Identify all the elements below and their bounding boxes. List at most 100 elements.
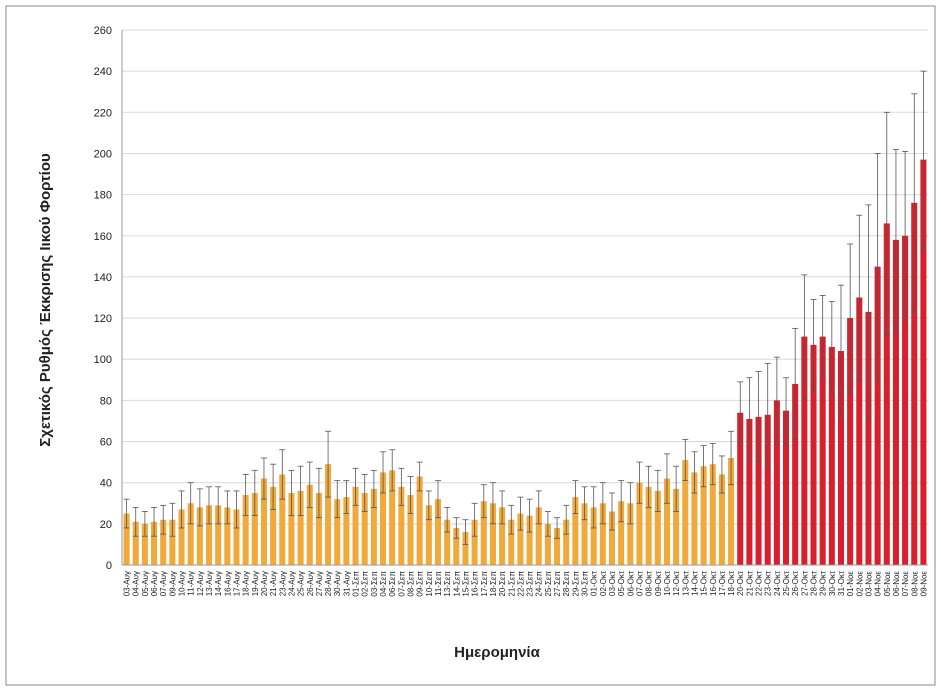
bar [654,490,661,565]
bar [819,336,826,565]
x-tick-label: 02-Νοε [855,571,864,597]
y-tick-label: 60 [100,437,112,449]
x-tick-label: 21-Σεπ [507,571,516,597]
error-bar [911,93,918,313]
bar [508,519,515,565]
x-tick-label: 20-Οκτ [736,570,745,596]
error-bar [315,467,322,519]
bar [618,501,625,565]
bar [407,495,414,565]
bar [242,495,249,565]
x-tick-label: 27-Σεπ [553,571,562,597]
x-tick-label: 17-Αυγ [232,571,241,596]
error-bar [178,490,185,529]
y-tick-label: 160 [94,231,112,243]
error-bar [883,111,890,335]
error-bar [682,439,689,482]
x-tick-label: 07-Νοε [901,571,910,597]
x-tick-label: 21-Οκτ [745,570,754,596]
x-tick-label: 26-Αυγ [306,571,315,596]
x-tick-label: 12-Οκτ [672,570,681,596]
bar [434,499,442,565]
x-tick-label: 20-Αυγ [260,571,269,596]
x-axis-label: Ημερομηνία [454,644,540,661]
error-bar [325,430,332,498]
bar [581,503,588,565]
error-bar [169,502,176,537]
error-bar [499,490,506,525]
error-bar [792,327,799,440]
x-tick-label: 15-Σεπ [461,571,470,597]
bar [773,400,780,565]
error-bar [590,486,597,529]
x-tick-label: 23-Οκτ [764,570,773,596]
error-bar [581,486,588,521]
error-bar [306,461,313,508]
bar [416,476,423,565]
bar [260,478,267,565]
x-tick-label: 08-Σεπ [407,571,416,597]
y-axis-label: Σχετικός Ρυθμός Έκκρισης Ιικού Φορτίου [37,153,54,447]
error-bar [279,449,286,500]
x-tick-label: 09-Αυγ [168,571,177,596]
bar [755,416,762,565]
error-bar [224,490,231,525]
error-bar [874,153,881,381]
error-bar [764,362,771,467]
bar [663,478,670,565]
error-bar [196,488,203,527]
error-bar [636,461,643,504]
bar [856,297,863,565]
error-bar [352,467,359,506]
bar [169,519,176,565]
bar [453,527,460,565]
x-tick-label: 28-Οκτ [810,570,819,596]
y-tick-label: 20 [100,519,112,531]
x-tick-label: 14-Αυγ [214,571,223,596]
error-bar [773,356,780,444]
bar [718,474,725,565]
error-bar [508,504,515,535]
x-tick-label: 19-Αυγ [251,571,260,596]
bar [599,503,606,565]
error-bar [453,517,460,539]
y-tick-label: 40 [100,478,112,490]
bar [123,513,130,565]
error-bar [370,469,377,508]
bar [196,507,203,565]
error-bar [132,506,139,537]
x-tick-label: 18-Αυγ [242,571,251,596]
x-tick-label: 08-Νοε [910,571,919,597]
x-tick-label: 03-Αυγ [123,571,132,596]
bar [590,507,597,565]
bar [627,503,634,565]
error-bar [123,498,130,529]
bar [325,464,332,565]
error-bar [755,371,762,463]
bar [288,492,295,565]
bar [828,346,835,565]
error-bar [892,148,899,331]
x-tick-label: 29-Οκτ [819,570,828,596]
x-tick-label: 06-Αυγ [150,571,159,596]
bar [297,490,304,565]
bar [645,486,652,565]
x-tick-label: 25-Οκτ [782,570,791,596]
x-tick-label: 01-Νοε [846,571,855,597]
error-bar [627,482,634,525]
error-bar [572,480,579,514]
x-tick-label: 24-Αυγ [287,571,296,596]
x-tick-label: 16-Αυγ [223,571,232,596]
error-bar [288,469,295,517]
x-tick-label: 02-Σεπ [361,571,370,597]
bar [306,484,313,565]
error-bar [645,465,652,508]
error-bar [251,469,258,517]
bar [178,509,185,565]
x-tick-label: 22-Οκτ [755,570,764,596]
y-tick-label: 180 [94,190,112,202]
x-tick-label: 10-Σεπ [425,571,434,597]
x-tick-label: 06-Οκτ [626,570,635,596]
y-tick-label: 120 [94,313,112,325]
